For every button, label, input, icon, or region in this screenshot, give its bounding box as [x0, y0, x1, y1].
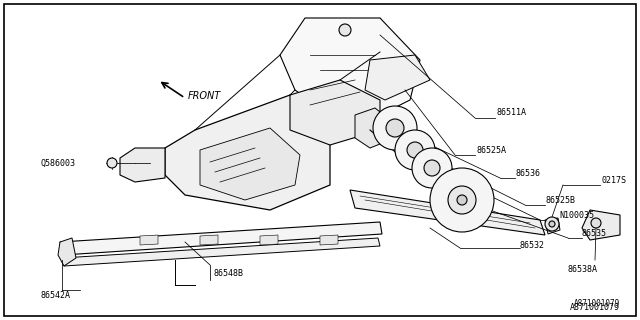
Polygon shape: [165, 95, 330, 210]
Text: 86548B: 86548B: [213, 269, 243, 278]
Polygon shape: [60, 222, 382, 255]
Text: 0217S: 0217S: [601, 175, 626, 185]
Circle shape: [407, 142, 423, 158]
Polygon shape: [140, 235, 158, 245]
Circle shape: [107, 158, 117, 168]
Circle shape: [591, 218, 601, 228]
Text: 86535: 86535: [582, 228, 607, 237]
Polygon shape: [305, 18, 380, 52]
Circle shape: [448, 186, 476, 214]
Circle shape: [430, 168, 494, 232]
Circle shape: [424, 160, 440, 176]
Polygon shape: [62, 238, 380, 266]
Text: A871001079: A871001079: [573, 299, 620, 308]
Circle shape: [545, 217, 559, 231]
Polygon shape: [58, 238, 76, 266]
Text: 86511A: 86511A: [496, 108, 526, 116]
Text: 86525A: 86525A: [476, 146, 506, 155]
Polygon shape: [200, 235, 218, 245]
Circle shape: [412, 148, 452, 188]
Circle shape: [457, 195, 467, 205]
Polygon shape: [320, 235, 338, 245]
Polygon shape: [290, 80, 380, 145]
Circle shape: [373, 106, 417, 150]
Text: Q586003: Q586003: [40, 158, 75, 167]
Polygon shape: [582, 210, 620, 240]
Text: A871001079: A871001079: [570, 303, 620, 313]
Circle shape: [395, 130, 435, 170]
Text: FRONT: FRONT: [188, 91, 221, 101]
Circle shape: [549, 221, 555, 227]
Polygon shape: [260, 235, 278, 245]
Polygon shape: [545, 218, 560, 234]
Text: N100035: N100035: [559, 211, 594, 220]
Circle shape: [386, 119, 404, 137]
Text: 86536: 86536: [516, 169, 541, 178]
Polygon shape: [120, 148, 165, 182]
Text: 86532: 86532: [520, 241, 545, 250]
Polygon shape: [350, 190, 545, 235]
Polygon shape: [280, 18, 420, 120]
Polygon shape: [355, 108, 390, 148]
Polygon shape: [365, 55, 430, 100]
Polygon shape: [200, 128, 300, 200]
Text: 86538A: 86538A: [567, 266, 597, 275]
Text: 86542A: 86542A: [40, 291, 70, 300]
Circle shape: [339, 24, 351, 36]
Text: 86525B: 86525B: [546, 196, 576, 204]
